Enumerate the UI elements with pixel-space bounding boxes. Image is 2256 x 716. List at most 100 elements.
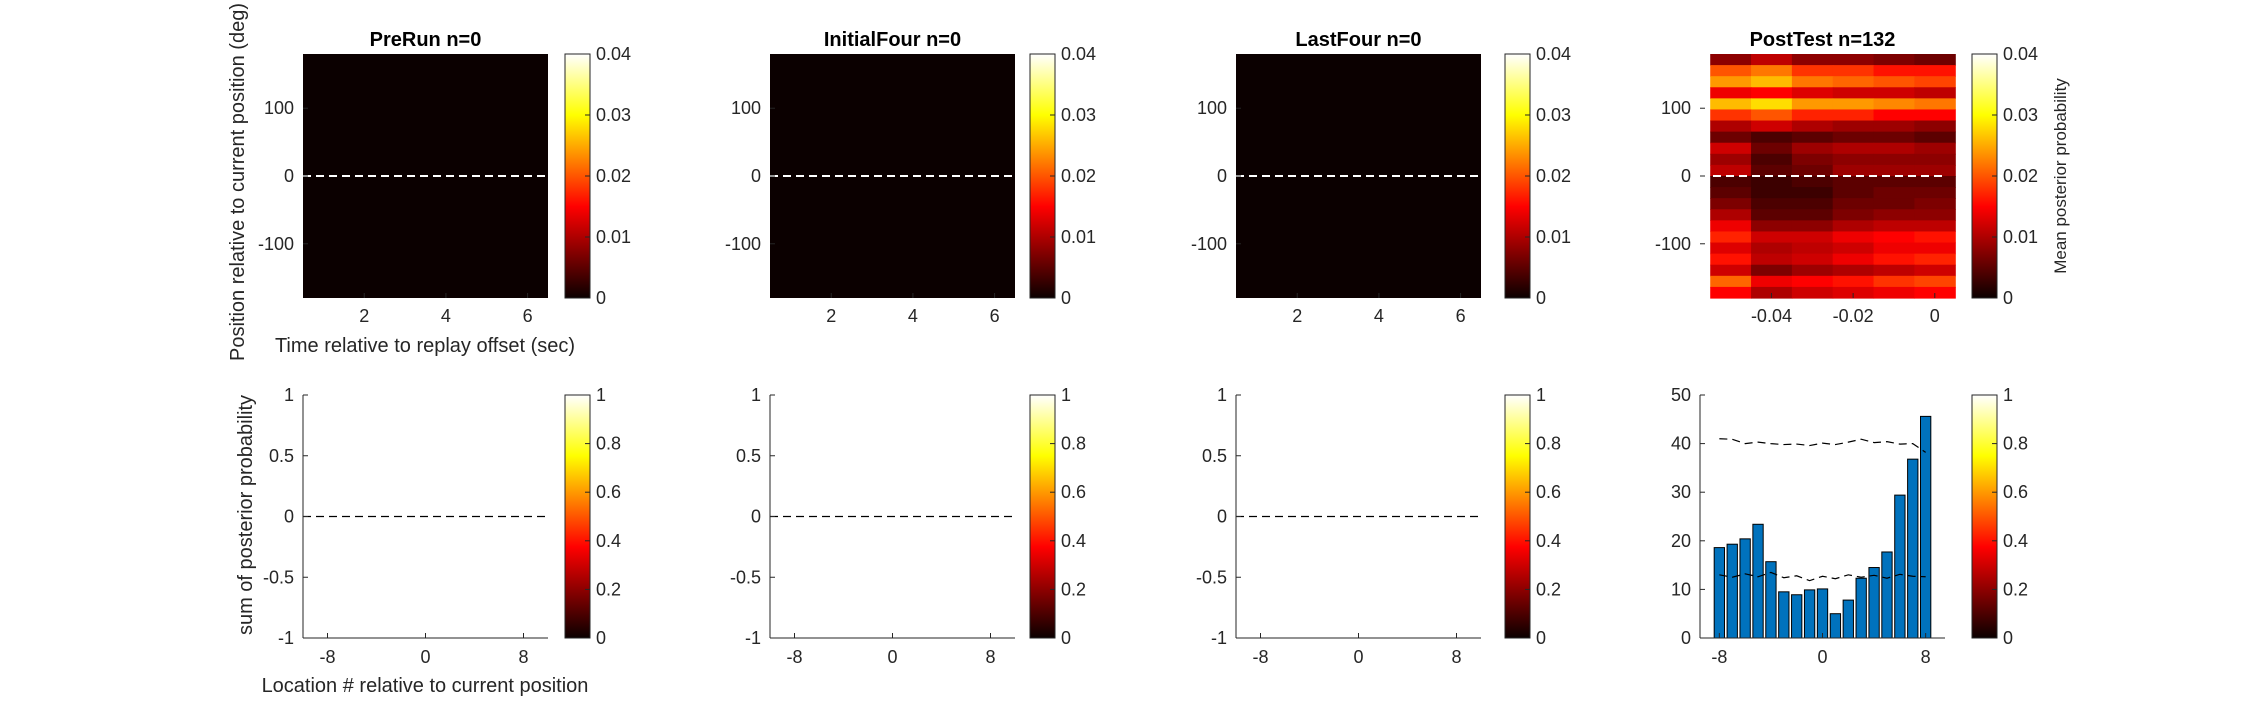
bar <box>1765 561 1777 639</box>
panel-title: LastFour n=0 <box>1295 29 1421 51</box>
heatmap-cell <box>1832 76 1875 88</box>
heatmap-cell <box>1832 109 1875 122</box>
bar <box>1803 589 1816 639</box>
heatmap-cell <box>1873 109 1915 122</box>
y-tick-label: -0.5 <box>1196 567 1227 587</box>
heatmap-cell <box>1751 253 1793 266</box>
heatmap-cell <box>1832 120 1875 133</box>
colorbar-tick-label: 0.2 <box>596 579 621 599</box>
x-tick-label: -8 <box>1711 647 1727 667</box>
bar <box>1739 538 1751 639</box>
heatmap-cell <box>1832 65 1875 77</box>
colorbar-tick-label: 0.04 <box>596 44 631 64</box>
x-tick-label: 2 <box>1292 306 1302 326</box>
heatmap-cell <box>1791 220 1834 233</box>
heatmap-cell <box>1914 231 1956 244</box>
heatmap-cell <box>1832 242 1875 255</box>
heatmap-cell <box>1751 198 1793 210</box>
heatmap-cell <box>1710 54 1752 66</box>
y-tick-label: 0 <box>1681 166 1691 186</box>
heatmap-cell <box>1791 153 1834 166</box>
colorbar-tick-label: 0.4 <box>596 531 621 551</box>
heatmap-cell <box>1751 176 1793 188</box>
heatmap-cell <box>1710 131 1752 144</box>
y-tick-label: -100 <box>258 234 294 254</box>
bar <box>1816 588 1829 639</box>
heatmap-cell <box>1751 153 1793 166</box>
colorbar-tick-label: 0.02 <box>1536 166 1571 186</box>
x-tick-label: 0 <box>420 647 430 667</box>
heatmap-cell <box>1791 120 1834 133</box>
x-tick-label: 6 <box>1456 306 1466 326</box>
colorbar <box>565 395 590 638</box>
heatmap-cell <box>1914 120 1956 133</box>
heatmap-cell <box>1873 220 1915 233</box>
heatmap-cell <box>1791 76 1834 88</box>
heatmap-cell <box>1710 153 1752 166</box>
y-tick-label: 1 <box>284 385 294 405</box>
heatmap-cell <box>1832 54 1875 66</box>
colorbar-tick-label: 1 <box>2003 385 2013 405</box>
heatmap-cell <box>1873 164 1915 177</box>
heatmap-cell <box>1710 198 1752 210</box>
heatmap-cell <box>1832 198 1875 210</box>
x-tick-label: 8 <box>518 647 528 667</box>
heatmap-cell <box>1751 54 1793 66</box>
y-tick-label: 0.5 <box>736 446 761 466</box>
heatmap-cell <box>1873 176 1915 188</box>
x-tick-label: -8 <box>1252 647 1268 667</box>
heatmap-cell <box>1751 76 1793 88</box>
bar <box>1713 547 1725 639</box>
colorbar-frame <box>1029 394 1056 639</box>
heatmap-cell <box>1873 131 1915 144</box>
x-tick-label: 2 <box>826 306 836 326</box>
heatmap-cell <box>1751 131 1793 144</box>
colorbar-tick-label: 0 <box>1061 288 1071 308</box>
heatmap-cell <box>1710 65 1752 77</box>
heatmap-cell <box>1791 87 1834 99</box>
colorbar-tick-label: 0.01 <box>596 227 631 247</box>
y-axis-label-top: Position relative to current position (d… <box>227 3 249 361</box>
colorbar-tick-label: 0.2 <box>2003 579 2028 599</box>
heatmap-cell <box>1710 242 1752 255</box>
heatmap-cell <box>1873 286 1915 299</box>
y-tick-label: 50 <box>1671 385 1691 405</box>
colorbar-tick-label: 0.01 <box>2003 227 2038 247</box>
heatmap-cell <box>1873 187 1915 199</box>
panel-title: PreRun n=0 <box>370 29 482 51</box>
colorbar-tick-label: 0 <box>1061 628 1071 648</box>
heatmap-cell <box>1914 65 1956 77</box>
heatmap-cell <box>1873 275 1915 288</box>
panel-title: InitialFour n=0 <box>824 29 961 51</box>
colorbar-tick-label: 1 <box>1061 385 1071 405</box>
heatmap-cell <box>1873 120 1915 133</box>
y-tick-label: -100 <box>725 234 761 254</box>
bar <box>1778 591 1790 639</box>
heatmap-cell <box>1751 264 1793 277</box>
heatmap-cell <box>1710 187 1752 199</box>
heatmap-cell <box>1914 275 1956 288</box>
y-tick-label: 0 <box>1681 628 1691 648</box>
heatmap-cell <box>1710 76 1752 88</box>
y-tick-label: -1 <box>278 628 294 648</box>
y-tick-label: 30 <box>1671 482 1691 502</box>
heatmap-cell <box>1710 220 1752 233</box>
y-tick-label: 0 <box>751 507 761 527</box>
bar <box>1752 523 1764 639</box>
x-tick-label: 0 <box>1930 306 1940 326</box>
heatmap-cell <box>1832 164 1875 177</box>
heatmap-cell <box>1832 131 1875 144</box>
colorbar-tick-label: 0.6 <box>2003 482 2028 502</box>
heatmap-cell <box>1873 76 1915 88</box>
colorbar-frame <box>564 394 591 639</box>
colorbar-tick-label: 0.6 <box>1536 482 1561 502</box>
heatmap-cell <box>1873 87 1915 99</box>
colorbar-tick-label: 0.4 <box>1536 531 1561 551</box>
heatmap-cell <box>1791 209 1834 221</box>
heatmap-cell <box>1791 231 1834 244</box>
y-tick-label: -0.5 <box>263 567 294 587</box>
heatmap-cell <box>1710 176 1752 188</box>
y-tick-label: -100 <box>1191 234 1227 254</box>
colorbar-tick-label: 0.03 <box>1061 105 1096 125</box>
